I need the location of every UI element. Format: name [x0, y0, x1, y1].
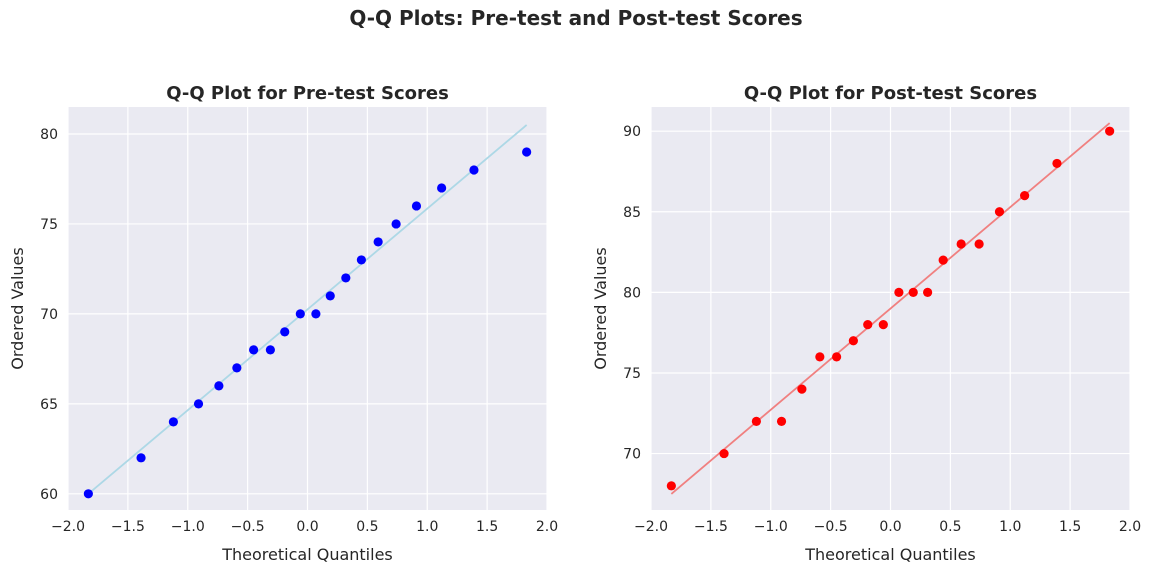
pre-test-data-point	[136, 453, 146, 463]
post-test-y-tick-label: 85	[623, 205, 641, 221]
post-test-qq-panel: −2.0 −1.5 −1.0 −0.5 0.0 0.5 1.0 1.5 2.0 70 75 80 85 9…	[591, 83, 1141, 564]
post-test-y-tick-label: 75	[623, 366, 641, 382]
post-test-x-tick-label: −1.0	[754, 519, 788, 535]
pre-test-data-point	[265, 345, 275, 355]
pre-test-data-point	[232, 363, 242, 373]
pre-test-x-tick-label: 0.5	[356, 519, 378, 535]
post-test-data-point	[878, 320, 888, 330]
pre-test-plot-title: Q-Q Plot for Pre-test Scores	[166, 83, 449, 104]
post-test-data-point	[974, 239, 984, 249]
post-test-x-tick-label: 1.0	[999, 519, 1021, 535]
post-test-data-point	[956, 239, 966, 249]
pre-test-data-point	[193, 399, 204, 409]
pre-test-data-point	[295, 309, 305, 319]
pre-test-y-tick-label: 70	[40, 307, 58, 323]
pre-test-data-point	[280, 327, 290, 337]
pre-test-x-tick-label: −1.0	[171, 519, 205, 535]
post-test-data-point	[1020, 191, 1030, 201]
pre-test-data-point	[83, 489, 93, 499]
pre-test-y-tick-label: 60	[40, 487, 58, 503]
post-test-data-point	[1105, 126, 1115, 136]
pre-test-data-point	[373, 237, 383, 247]
pre-test-reference-line	[87, 124, 528, 495]
post-test-data-point	[797, 384, 807, 394]
figure-suptitle: Q-Q Plots: Pre-test and Post-test Scores	[349, 6, 802, 30]
pre-test-y-tick-label: 65	[40, 397, 58, 413]
post-test-y-tick-label: 90	[623, 124, 641, 140]
pre-test-y-axis-label: Ordered Values	[8, 247, 27, 369]
pre-test-data-point	[341, 273, 351, 283]
post-test-data-point	[815, 352, 825, 362]
post-test-x-tick-label: 0.5	[939, 519, 961, 535]
pre-test-y-tick-label: 75	[40, 217, 58, 233]
post-test-x-tick-label: 0.0	[879, 519, 901, 535]
pre-test-qq-panel: −2.0 −1.5 −1.0 −0.5 0.0 0.5 1.0 1.5 2.0 60 65 70 75 8…	[8, 83, 558, 564]
post-test-data-point	[666, 481, 676, 491]
post-test-data-point	[832, 352, 842, 362]
pre-test-data-point	[311, 309, 321, 319]
pre-test-x-tick-label: −0.5	[231, 519, 265, 535]
post-test-y-tick-label: 70	[623, 447, 641, 463]
post-test-x-tick-label: −1.5	[694, 519, 728, 535]
post-test-y-axis-label: Ordered Values	[591, 247, 610, 369]
pre-test-x-tick-label: 1.0	[416, 519, 438, 535]
pre-test-x-tick-label: −2.0	[51, 519, 85, 535]
post-test-data-point	[908, 287, 918, 297]
post-test-plot-title: Q-Q Plot for Post-test Scores	[744, 83, 1037, 104]
post-test-x-tick-label: 1.5	[1059, 519, 1081, 535]
post-test-x-axis-label: Theoretical Quantiles	[804, 545, 976, 564]
pre-test-data-point	[168, 417, 178, 427]
post-test-data-point	[923, 287, 933, 297]
pre-test-data-point	[249, 345, 259, 355]
pre-test-data-point	[356, 255, 366, 265]
pre-test-x-tick-label: 1.5	[476, 519, 498, 535]
pre-test-data-point	[325, 291, 335, 301]
post-test-data-point	[863, 320, 873, 330]
post-test-data-point	[938, 255, 948, 265]
post-test-x-tick-label: −0.5	[814, 519, 848, 535]
post-test-reference-line	[670, 122, 1111, 495]
post-test-data-point	[719, 448, 729, 459]
pre-test-data-point	[522, 147, 532, 157]
pre-test-data-point	[437, 183, 447, 193]
post-test-data-point	[1052, 158, 1062, 169]
pre-test-data-point	[391, 219, 401, 229]
pre-test-x-tick-label: −1.5	[111, 519, 145, 535]
pre-test-x-tick-label: 0.0	[296, 519, 318, 535]
pre-test-x-axis-label: Theoretical Quantiles	[221, 545, 393, 564]
pre-test-data-point	[214, 381, 224, 391]
post-test-x-tick-label: 2.0	[1119, 519, 1141, 535]
post-test-x-tick-label: −2.0	[634, 519, 668, 535]
post-test-y-tick-label: 80	[623, 285, 641, 301]
post-test-data-point	[776, 416, 787, 426]
pre-test-data-point	[411, 201, 422, 211]
pre-test-data-point	[469, 165, 479, 175]
pre-test-y-tick-label: 80	[40, 127, 58, 143]
post-test-data-point	[894, 287, 904, 297]
post-test-data-point	[751, 416, 761, 426]
post-test-data-point	[994, 207, 1005, 217]
post-test-data-point	[848, 336, 858, 346]
pre-test-x-tick-label: 2.0	[536, 519, 558, 535]
